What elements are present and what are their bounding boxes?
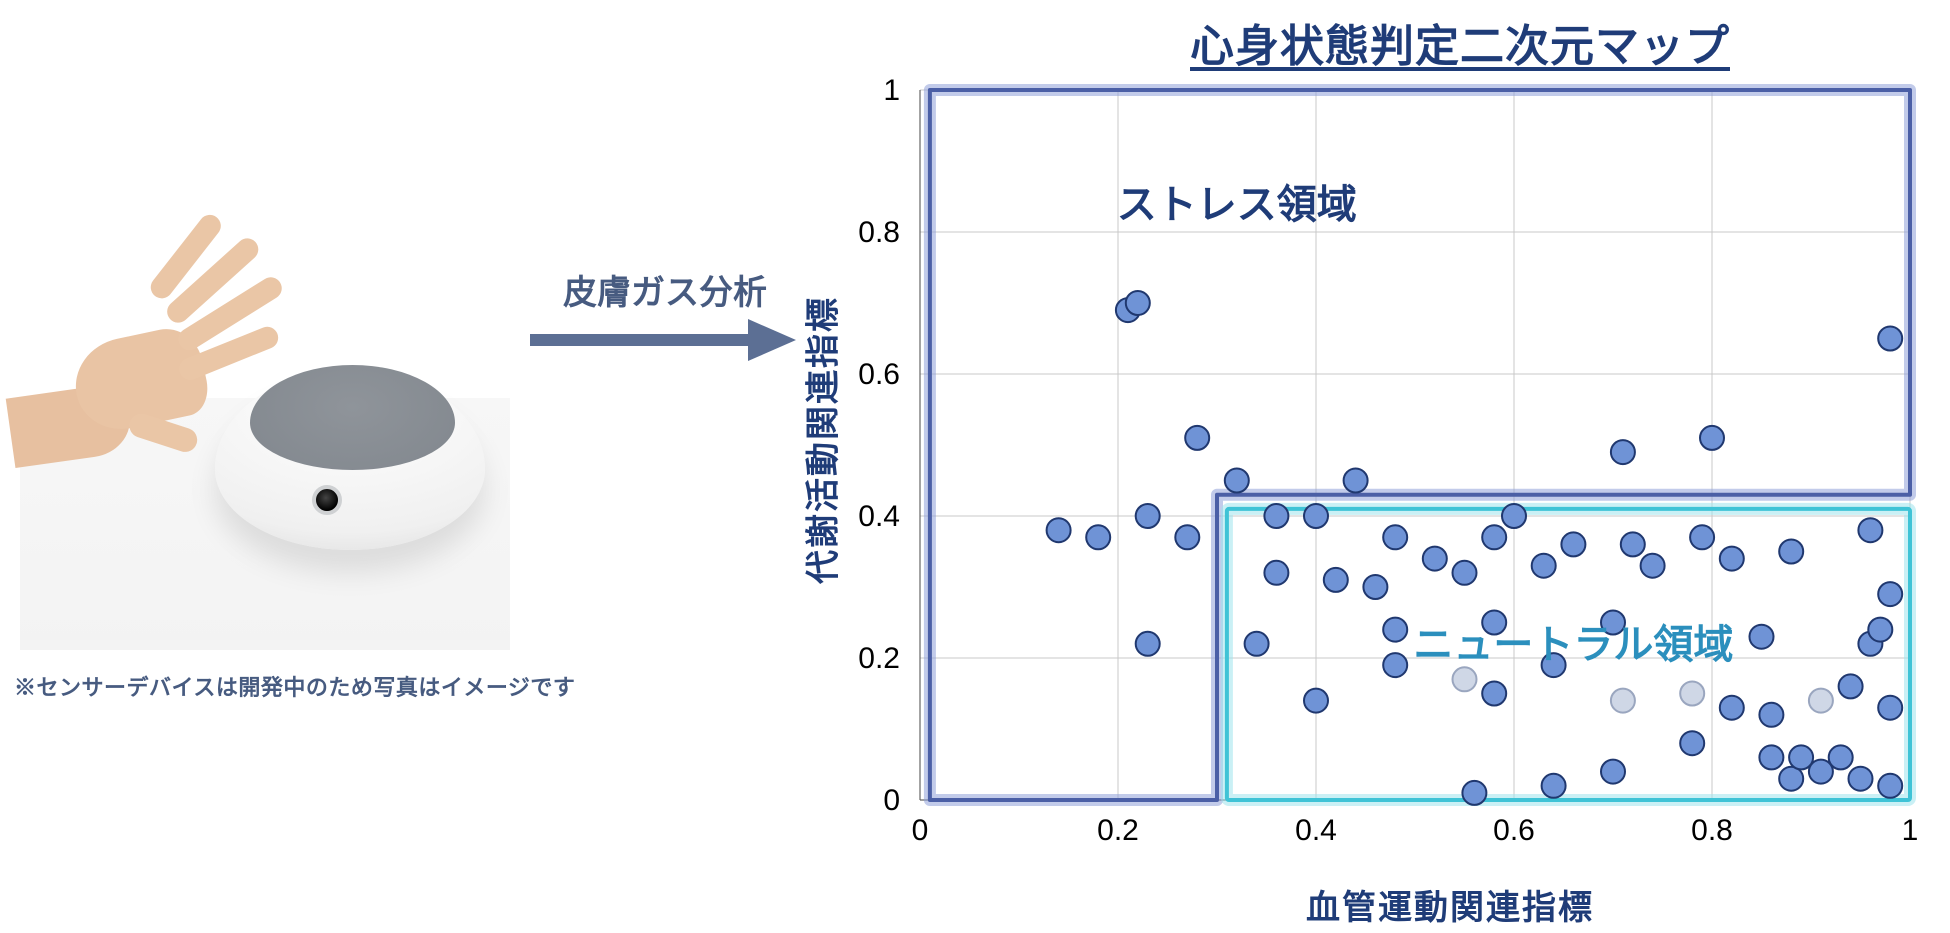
data-point: [1324, 568, 1348, 592]
svg-text:0.2: 0.2: [1097, 814, 1139, 847]
arrow-shaft: [530, 334, 750, 346]
data-point: [1453, 561, 1477, 585]
data-point: [1304, 504, 1328, 528]
arrow-icon: [530, 325, 800, 355]
data-point: [1136, 504, 1160, 528]
data-point: [1542, 774, 1566, 798]
data-point: [1750, 625, 1774, 649]
data-point: [1611, 440, 1635, 464]
data-point: [1383, 618, 1407, 642]
data-point: [1264, 561, 1288, 585]
svg-text:0.2: 0.2: [858, 642, 900, 675]
data-point: [1858, 518, 1882, 542]
data-point: [1720, 547, 1744, 571]
data-point: [1759, 703, 1783, 727]
data-point: [1868, 618, 1892, 642]
data-point: [1482, 682, 1506, 706]
data-point: [1878, 774, 1902, 798]
data-point: [1839, 674, 1863, 698]
data-point: [1611, 689, 1635, 713]
svg-text:0.6: 0.6: [1493, 814, 1535, 847]
stress-region-label: ストレス領域: [1117, 182, 1357, 227]
data-point: [1829, 745, 1853, 769]
data-point: [1363, 575, 1387, 599]
x-axis-label: 血管運動関連指標: [1000, 880, 1900, 929]
data-point: [1759, 745, 1783, 769]
data-point: [1423, 547, 1447, 571]
chart-svg: 0 0.2 0.4 0.6 0.8 1 0 0.2 0.4 0.6 0.8 1 ストレス領域ニュートラル…: [810, 70, 1940, 870]
data-point: [1720, 696, 1744, 720]
data-point: [1680, 682, 1704, 706]
svg-text:1: 1: [1902, 814, 1919, 847]
data-point: [1453, 667, 1477, 691]
data-point: [1502, 504, 1526, 528]
svg-text:1: 1: [883, 74, 900, 107]
neutral-region-label: ニュートラル領域: [1413, 622, 1733, 667]
data-point: [1690, 525, 1714, 549]
data-point: [1601, 760, 1625, 784]
data-point: [1700, 426, 1724, 450]
data-point: [1175, 525, 1199, 549]
data-point: [1532, 554, 1556, 578]
stage: ※センサーデバイスは開発中のため写真はイメージです 皮膚ガス分析 心身状態判定二…: [0, 0, 1950, 933]
data-point: [1878, 582, 1902, 606]
data-point: [1136, 632, 1160, 656]
data-point: [1383, 525, 1407, 549]
device-lens: [312, 485, 342, 515]
data-point: [1225, 469, 1249, 493]
svg-text:0.8: 0.8: [858, 216, 900, 249]
data-point: [1621, 532, 1645, 556]
chart-title: 心身状態判定二次元マップ: [1010, 10, 1910, 74]
photo-caption: ※センサーデバイスは開発中のため写真はイメージです: [14, 670, 575, 702]
data-point: [1245, 632, 1269, 656]
data-point: [1264, 504, 1288, 528]
data-point: [1779, 540, 1803, 564]
data-point: [1561, 532, 1585, 556]
arrow-label: 皮膚ガス分析: [530, 265, 800, 314]
data-point: [1641, 554, 1665, 578]
data-point: [1878, 696, 1902, 720]
sensor-photo: [20, 90, 510, 650]
svg-text:0.6: 0.6: [858, 358, 900, 391]
data-point: [1383, 653, 1407, 677]
data-point: [1126, 291, 1150, 315]
data-point: [1086, 525, 1110, 549]
svg-text:0.4: 0.4: [858, 500, 900, 533]
data-point: [1462, 781, 1486, 805]
data-point: [1849, 767, 1873, 791]
scatter-chart: 0 0.2 0.4 0.6 0.8 1 0 0.2 0.4 0.6 0.8 1 ストレス領域ニュートラル…: [810, 70, 1940, 930]
svg-text:0.4: 0.4: [1295, 814, 1337, 847]
svg-text:0: 0: [912, 814, 929, 847]
data-point: [1482, 525, 1506, 549]
data-point: [1809, 689, 1833, 713]
svg-text:0: 0: [883, 784, 900, 817]
arrow-head: [748, 319, 796, 361]
data-point: [1344, 469, 1368, 493]
data-point: [1878, 327, 1902, 351]
data-point: [1304, 689, 1328, 713]
svg-text:0.8: 0.8: [1691, 814, 1733, 847]
data-point: [1680, 731, 1704, 755]
device-top: [250, 365, 455, 470]
data-point: [1047, 518, 1071, 542]
data-point: [1185, 426, 1209, 450]
